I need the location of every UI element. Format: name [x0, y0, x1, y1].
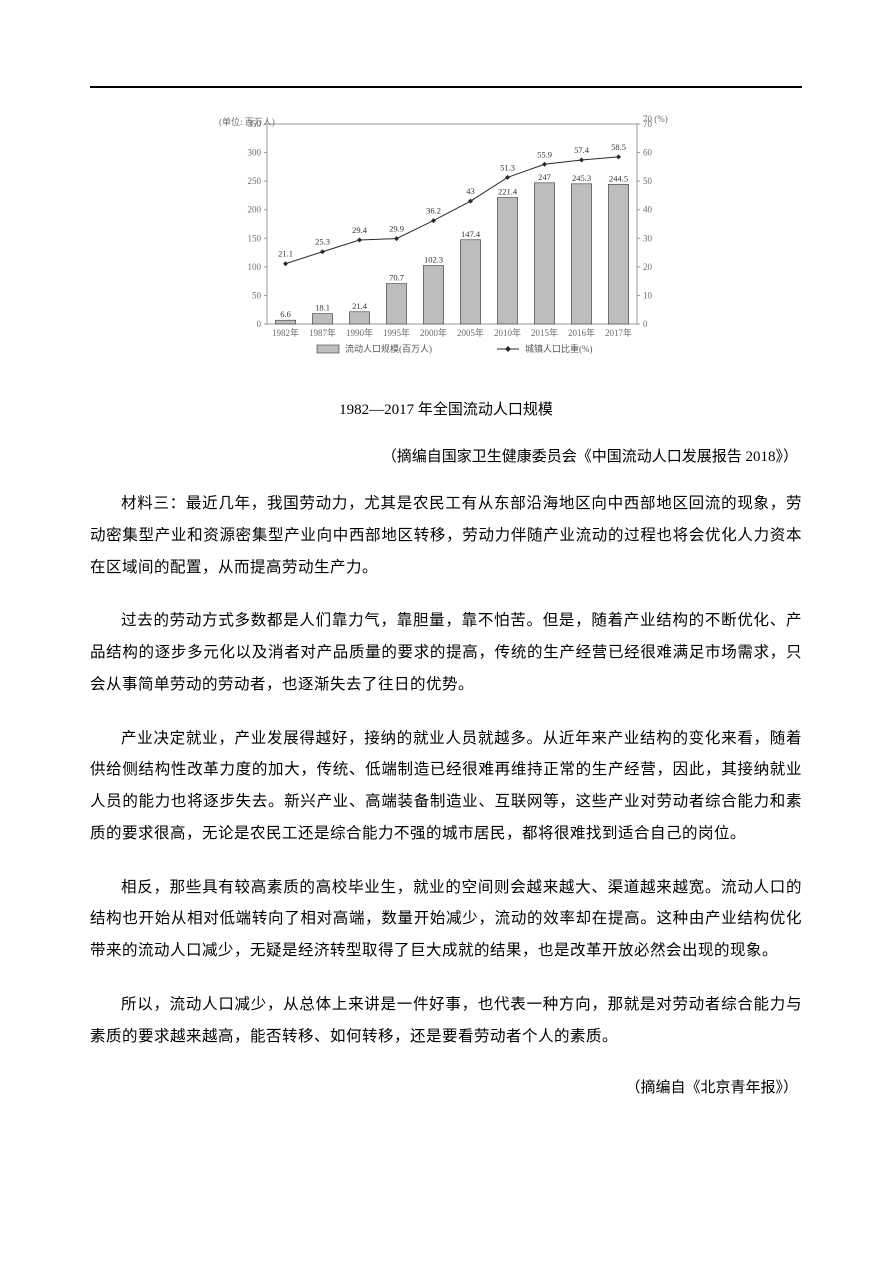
- svg-text:247: 247: [538, 172, 551, 182]
- population-chart: 050100150200250300350010203040506070(单位:…: [211, 110, 681, 370]
- svg-text:50: 50: [252, 290, 262, 300]
- svg-text:(单位: 百万人): (单位: 百万人): [219, 116, 275, 127]
- svg-text:21.4: 21.4: [352, 301, 368, 311]
- svg-text:40: 40: [643, 205, 653, 215]
- svg-text:18.1: 18.1: [315, 303, 330, 313]
- svg-text:0: 0: [257, 319, 262, 329]
- svg-text:25.3: 25.3: [315, 237, 330, 247]
- svg-text:57.4: 57.4: [574, 145, 590, 155]
- paragraph-labor-past: 过去的劳动方式多数都是人们靠力气，靠胆量，靠不怕苦。但是，随着产业结构的不断优化…: [90, 605, 802, 700]
- chart-source: （摘编自国家卫生健康委员会《中国流动人口发展报告 2018》）: [90, 445, 802, 466]
- svg-text:29.4: 29.4: [352, 225, 368, 235]
- svg-text:2017年: 2017年: [605, 327, 632, 338]
- svg-text:245.3: 245.3: [572, 173, 591, 183]
- svg-text:150: 150: [248, 233, 262, 243]
- svg-text:51.3: 51.3: [500, 162, 515, 172]
- svg-text:147.4: 147.4: [461, 229, 481, 239]
- svg-text:43: 43: [466, 186, 475, 196]
- svg-text:10: 10: [643, 290, 653, 300]
- svg-text:200: 200: [248, 205, 262, 215]
- svg-text:70 (%): 70 (%): [643, 114, 668, 124]
- svg-text:244.5: 244.5: [609, 173, 628, 183]
- paragraph-industry-employment: 产业决定就业，产业发展得越好，接纳的就业人员就越多。从近年来产业结构的变化来看，…: [90, 723, 802, 850]
- svg-text:20: 20: [643, 262, 653, 272]
- svg-text:1990年: 1990年: [346, 327, 373, 338]
- svg-text:50: 50: [643, 176, 653, 186]
- svg-text:300: 300: [248, 148, 262, 158]
- svg-text:2015年: 2015年: [531, 327, 558, 338]
- svg-text:30: 30: [643, 233, 653, 243]
- svg-text:21.1: 21.1: [278, 249, 293, 259]
- paragraph-high-quality-graduates: 相反，那些具有较高素质的高校毕业生，就业的空间则会越来越大、渠道越来越宽。流动人…: [90, 872, 802, 967]
- svg-text:1982年: 1982年: [272, 327, 299, 338]
- svg-text:0: 0: [643, 319, 648, 329]
- svg-text:城镇人口比重(%): 城镇人口比重(%): [525, 343, 593, 354]
- svg-text:58.5: 58.5: [611, 142, 626, 152]
- svg-text:1987年: 1987年: [309, 327, 336, 338]
- svg-text:55.9: 55.9: [537, 149, 552, 159]
- svg-text:1995年: 1995年: [383, 327, 410, 338]
- svg-text:2000年: 2000年: [420, 327, 447, 338]
- svg-text:102.3: 102.3: [424, 255, 443, 265]
- svg-text:2010年: 2010年: [494, 327, 521, 338]
- svg-text:221.4: 221.4: [498, 186, 518, 196]
- chart-caption: 1982—2017 年全国流动人口规模: [90, 398, 802, 419]
- svg-text:流动人口规模(百万人): 流动人口规模(百万人): [345, 343, 432, 354]
- svg-text:6.6: 6.6: [280, 309, 291, 319]
- svg-text:36.2: 36.2: [426, 206, 441, 216]
- svg-text:60: 60: [643, 148, 653, 158]
- article-source: （摘编自《北京青年报》）: [90, 1076, 802, 1097]
- svg-text:70.7: 70.7: [389, 273, 404, 283]
- paragraph-conclusion: 所以，流动人口减少，从总体上来讲是一件好事，也代表一种方向，那就是对劳动者综合能…: [90, 989, 802, 1053]
- chart-container: 050100150200250300350010203040506070(单位:…: [90, 110, 802, 370]
- svg-text:100: 100: [248, 262, 262, 272]
- svg-text:2005年: 2005年: [457, 327, 484, 338]
- svg-text:250: 250: [248, 176, 262, 186]
- svg-text:2016年: 2016年: [568, 327, 595, 338]
- paragraph-material-3-intro: 材料三：最近几年，我国劳动力，尤其是农民工有从东部沿海地区向中西部地区回流的现象…: [90, 488, 802, 583]
- svg-text:29.9: 29.9: [389, 224, 404, 234]
- top-border-rule: [90, 86, 802, 88]
